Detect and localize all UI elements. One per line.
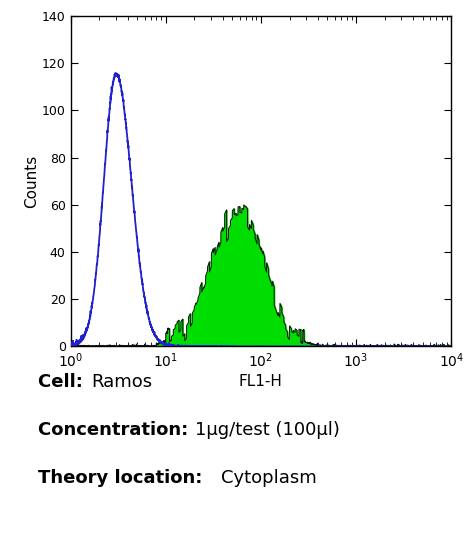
X-axis label: FL1-H: FL1-H xyxy=(239,374,283,389)
Text: Cell:: Cell: xyxy=(38,373,89,391)
Y-axis label: Counts: Counts xyxy=(24,155,39,208)
Text: Ramos: Ramos xyxy=(92,373,153,391)
Text: Cytoplasm: Cytoplasm xyxy=(221,469,317,487)
Text: Concentration:: Concentration: xyxy=(38,421,194,439)
Text: Theory location:: Theory location: xyxy=(38,469,208,487)
Text: 1μg/test (100μl): 1μg/test (100μl) xyxy=(195,421,340,439)
